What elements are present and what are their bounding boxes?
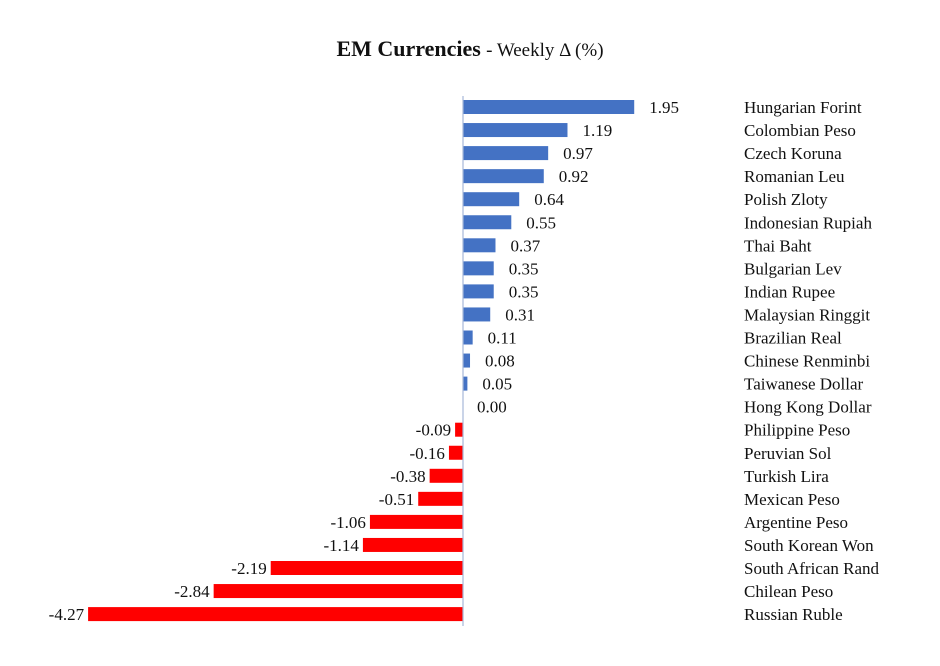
bar (463, 330, 473, 345)
bar (463, 192, 520, 207)
data-label: 0.92 (559, 167, 589, 186)
bar (369, 514, 463, 529)
data-label: -0.16 (410, 444, 445, 463)
bar (418, 491, 463, 506)
category-label: Chilean Peso (744, 582, 833, 601)
data-label: -0.51 (379, 490, 414, 509)
category-label: South African Rand (744, 559, 880, 578)
bar (463, 376, 468, 391)
category-label: Czech Koruna (744, 144, 842, 163)
bar (448, 445, 463, 460)
category-label: Bulgarian Lev (744, 259, 842, 278)
category-label: Turkish Lira (744, 467, 829, 486)
category-label: Romanian Leu (744, 167, 845, 186)
bar (463, 307, 491, 322)
data-label: 1.19 (582, 121, 612, 140)
data-label: -1.14 (323, 536, 359, 555)
category-label: Brazilian Real (744, 329, 842, 348)
bar (463, 284, 494, 299)
data-label: -2.19 (231, 559, 266, 578)
data-label: 0.55 (526, 213, 556, 232)
category-label: Chinese Renminbi (744, 352, 870, 371)
category-label: Mexican Peso (744, 490, 840, 509)
data-label: 0.97 (563, 144, 593, 163)
data-label: -2.84 (174, 582, 210, 601)
data-label: 0.11 (488, 329, 517, 348)
category-label: Philippine Peso (744, 421, 850, 440)
category-label: Thai Baht (744, 236, 812, 255)
bar (463, 169, 544, 184)
data-label: -1.06 (331, 513, 366, 532)
data-label: 0.64 (534, 190, 564, 209)
category-label: Argentine Peso (744, 513, 848, 532)
data-label: 1.95 (649, 98, 679, 117)
bar (362, 537, 463, 552)
chart-title-main: EM Currencies (336, 36, 481, 61)
chart-subtitle: - Weekly Δ (%) (486, 40, 604, 61)
bar (463, 215, 512, 230)
data-label: 0.08 (485, 352, 515, 371)
category-label: Hong Kong Dollar (744, 398, 872, 417)
data-label: 0.05 (482, 375, 512, 394)
category-label: South Korean Won (744, 536, 874, 555)
category-label: Taiwanese Dollar (744, 375, 864, 394)
bar (463, 238, 496, 253)
chart-title: EM Currencies - Weekly Δ (%) (0, 36, 940, 62)
bar (463, 123, 568, 138)
category-label: Indian Rupee (744, 282, 835, 301)
data-label: 0.37 (510, 236, 540, 255)
bar (463, 146, 549, 161)
bar (463, 261, 494, 276)
data-label: 0.35 (509, 259, 539, 278)
category-label: Hungarian Forint (744, 98, 862, 117)
bar (270, 561, 463, 575)
data-label: -0.09 (416, 421, 451, 440)
data-label: 0.31 (505, 305, 535, 324)
data-label: -4.27 (49, 605, 85, 624)
bar (463, 100, 635, 114)
bar (463, 353, 471, 368)
bar (429, 468, 463, 483)
data-label: -0.38 (390, 467, 425, 486)
category-label: Indonesian Rupiah (744, 213, 872, 232)
bar (213, 584, 463, 599)
data-label: 0.35 (509, 282, 539, 301)
category-label: Colombian Peso (744, 121, 856, 140)
bar (88, 607, 464, 622)
data-label: 0.00 (477, 398, 507, 417)
category-label: Russian Ruble (744, 605, 843, 624)
category-label: Polish Zloty (744, 190, 828, 209)
category-label: Peruvian Sol (744, 444, 832, 463)
bar (455, 422, 463, 437)
category-label: Malaysian Ringgit (744, 305, 870, 324)
